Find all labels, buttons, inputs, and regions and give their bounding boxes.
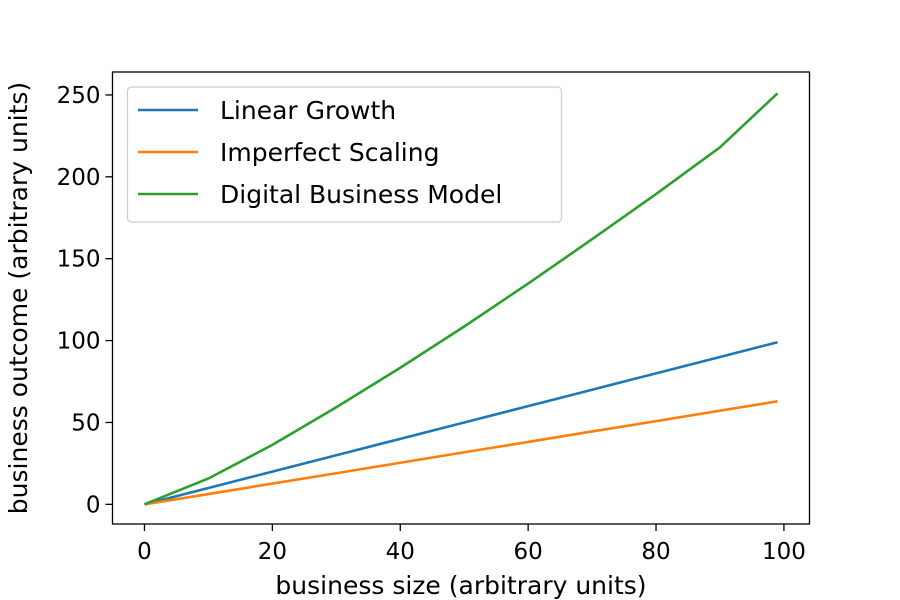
x-tick-label: 80 bbox=[641, 539, 670, 565]
series-line-imperfect-scaling bbox=[144, 400, 778, 506]
y-tick-label: 50 bbox=[71, 410, 100, 436]
series-line-linear-growth bbox=[144, 340, 778, 506]
plot-frame bbox=[111, 71, 811, 525]
y-tick-label: 150 bbox=[57, 247, 101, 273]
series-line-digital-business-model bbox=[143, 92, 779, 506]
x-tick-label: 0 bbox=[137, 539, 152, 565]
x-tick-label: 60 bbox=[514, 539, 543, 565]
legend-box bbox=[126, 86, 563, 223]
x-tick-label: 40 bbox=[386, 539, 415, 565]
legend-label-digital-business-model: Digital Business Model bbox=[220, 180, 502, 209]
y-tick-label: 250 bbox=[57, 83, 101, 109]
legend: Linear Growth Imperfect Scaling Digital Bu… bbox=[126, 86, 563, 223]
legend-label-imperfect-scaling: Imperfect Scaling bbox=[220, 138, 439, 167]
x-axis-label: business size (arbitrary units) bbox=[275, 571, 646, 600]
y-tick-label: 0 bbox=[86, 492, 101, 518]
y-tick-label: 200 bbox=[57, 165, 101, 191]
x-tick-label: 20 bbox=[258, 539, 287, 565]
legend-label-linear-growth: Linear Growth bbox=[220, 96, 396, 125]
x-tick-label: 100 bbox=[762, 539, 806, 565]
y-axis-label: business outcome (arbitrary units) bbox=[4, 82, 33, 514]
y-tick-label: 100 bbox=[57, 329, 101, 355]
